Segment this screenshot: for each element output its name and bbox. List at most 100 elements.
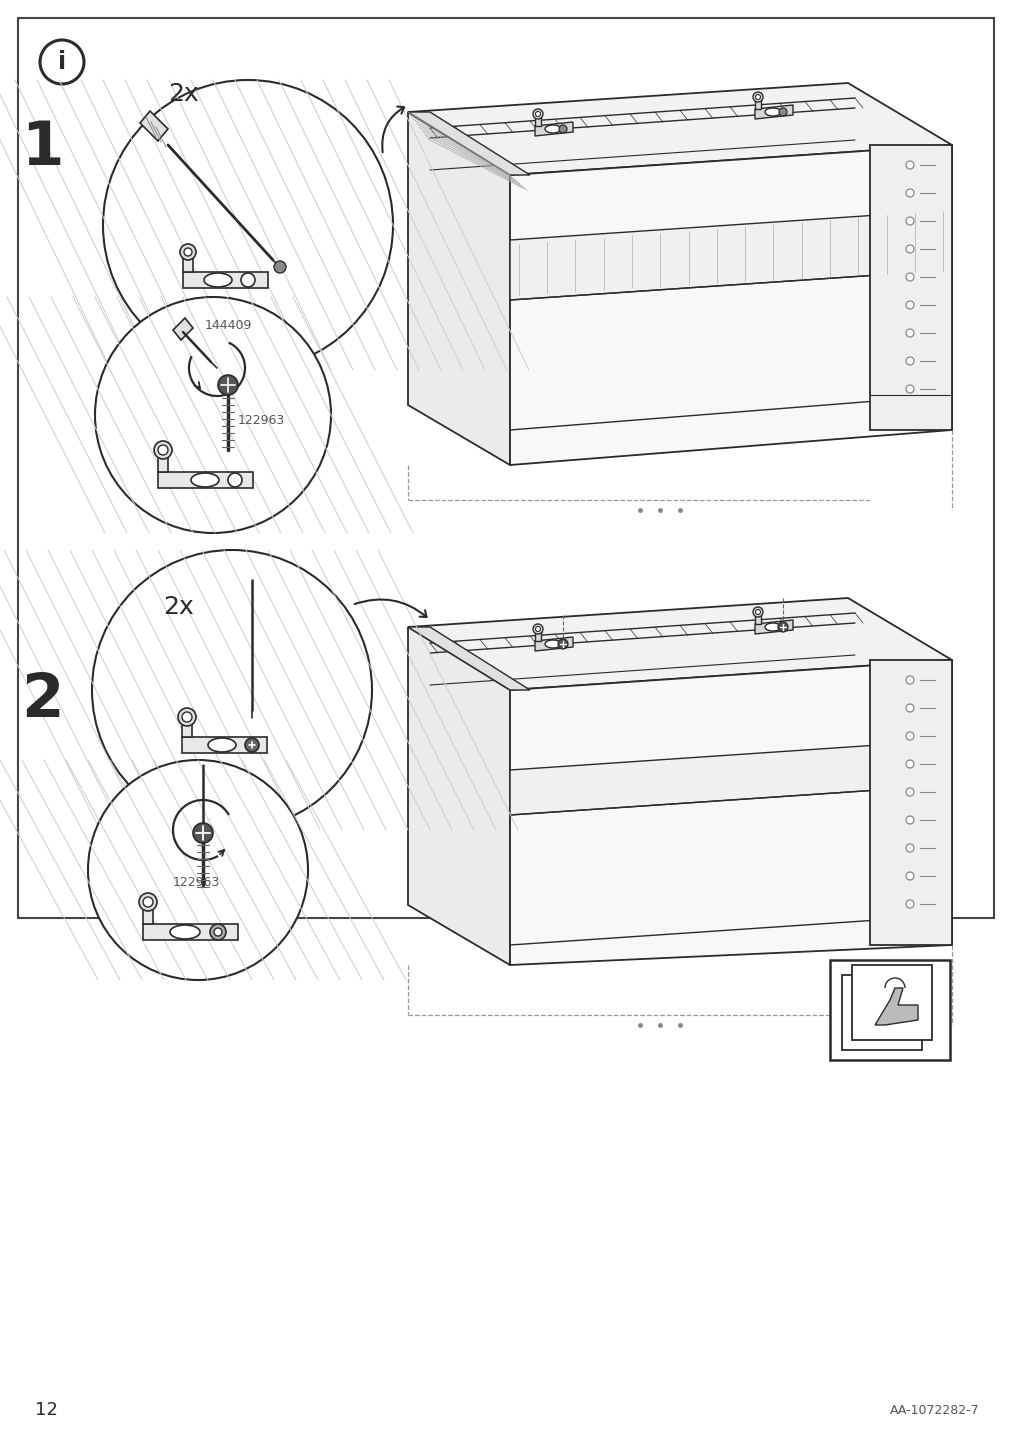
Bar <box>851 965 931 1040</box>
Ellipse shape <box>545 125 560 133</box>
Polygon shape <box>182 717 192 737</box>
Polygon shape <box>510 211 951 299</box>
Circle shape <box>905 788 913 796</box>
Circle shape <box>139 894 157 911</box>
Polygon shape <box>535 122 572 136</box>
Ellipse shape <box>191 473 218 487</box>
Circle shape <box>905 160 913 169</box>
Ellipse shape <box>764 107 780 116</box>
Polygon shape <box>407 112 530 175</box>
Polygon shape <box>754 97 760 109</box>
Circle shape <box>88 760 307 979</box>
Ellipse shape <box>208 737 236 752</box>
Circle shape <box>905 218 913 225</box>
Circle shape <box>905 843 913 852</box>
Text: 19: 19 <box>919 1040 943 1057</box>
Ellipse shape <box>204 274 232 286</box>
Circle shape <box>558 125 566 133</box>
Ellipse shape <box>545 640 560 649</box>
Ellipse shape <box>764 623 780 632</box>
Circle shape <box>533 109 543 119</box>
Polygon shape <box>535 629 541 642</box>
Circle shape <box>777 621 788 632</box>
Circle shape <box>182 712 192 722</box>
Circle shape <box>241 274 255 286</box>
Circle shape <box>210 924 225 939</box>
Polygon shape <box>182 737 267 753</box>
Circle shape <box>158 445 168 455</box>
Text: AA-1072282-7: AA-1072282-7 <box>890 1403 979 1416</box>
Polygon shape <box>875 988 917 1025</box>
Circle shape <box>533 624 543 634</box>
Polygon shape <box>407 83 951 175</box>
Text: 2x: 2x <box>168 82 198 106</box>
Circle shape <box>92 550 372 831</box>
Polygon shape <box>173 318 193 339</box>
Polygon shape <box>407 112 510 465</box>
Bar <box>841 975 921 1050</box>
Circle shape <box>905 676 913 684</box>
Circle shape <box>557 639 567 649</box>
Text: 2x: 2x <box>163 596 193 619</box>
Polygon shape <box>754 105 793 119</box>
Circle shape <box>95 296 331 533</box>
Polygon shape <box>510 660 951 965</box>
Circle shape <box>905 899 913 908</box>
Circle shape <box>752 607 762 617</box>
Circle shape <box>752 92 762 102</box>
Polygon shape <box>754 620 793 634</box>
Circle shape <box>905 357 913 365</box>
Circle shape <box>227 473 242 487</box>
Circle shape <box>184 248 192 256</box>
Polygon shape <box>183 252 193 272</box>
Circle shape <box>905 245 913 253</box>
Circle shape <box>905 385 913 392</box>
Circle shape <box>193 823 212 843</box>
Circle shape <box>905 301 913 309</box>
Circle shape <box>143 896 153 906</box>
Ellipse shape <box>170 925 200 939</box>
Circle shape <box>905 329 913 337</box>
Bar <box>829 959 949 1060</box>
Text: 122963: 122963 <box>238 414 285 427</box>
Polygon shape <box>183 272 268 288</box>
Circle shape <box>755 95 759 99</box>
Polygon shape <box>535 637 572 652</box>
Circle shape <box>154 441 172 460</box>
Polygon shape <box>869 145 951 430</box>
Polygon shape <box>143 924 238 939</box>
Polygon shape <box>510 740 951 815</box>
Circle shape <box>535 627 540 632</box>
Bar <box>18 19 993 918</box>
Polygon shape <box>869 660 951 945</box>
Circle shape <box>905 705 913 712</box>
Circle shape <box>905 760 913 768</box>
Polygon shape <box>143 902 153 924</box>
Polygon shape <box>535 115 541 126</box>
Circle shape <box>905 872 913 881</box>
Circle shape <box>217 375 238 395</box>
Circle shape <box>905 274 913 281</box>
Polygon shape <box>407 627 530 690</box>
Circle shape <box>103 80 392 369</box>
Text: 144409: 144409 <box>204 318 252 331</box>
Polygon shape <box>407 627 510 965</box>
Circle shape <box>778 107 787 116</box>
Circle shape <box>535 112 540 116</box>
Polygon shape <box>158 450 168 473</box>
Text: 1: 1 <box>21 119 63 178</box>
Polygon shape <box>754 611 760 624</box>
Circle shape <box>178 707 196 726</box>
Circle shape <box>905 732 913 740</box>
Text: 12: 12 <box>35 1400 58 1419</box>
Polygon shape <box>407 599 951 690</box>
Circle shape <box>213 928 221 937</box>
Circle shape <box>905 189 913 198</box>
Text: 122963: 122963 <box>173 875 220 888</box>
Circle shape <box>245 737 259 752</box>
Circle shape <box>180 243 196 261</box>
Circle shape <box>905 816 913 823</box>
Polygon shape <box>158 473 253 488</box>
Circle shape <box>40 40 84 84</box>
Circle shape <box>755 610 759 614</box>
